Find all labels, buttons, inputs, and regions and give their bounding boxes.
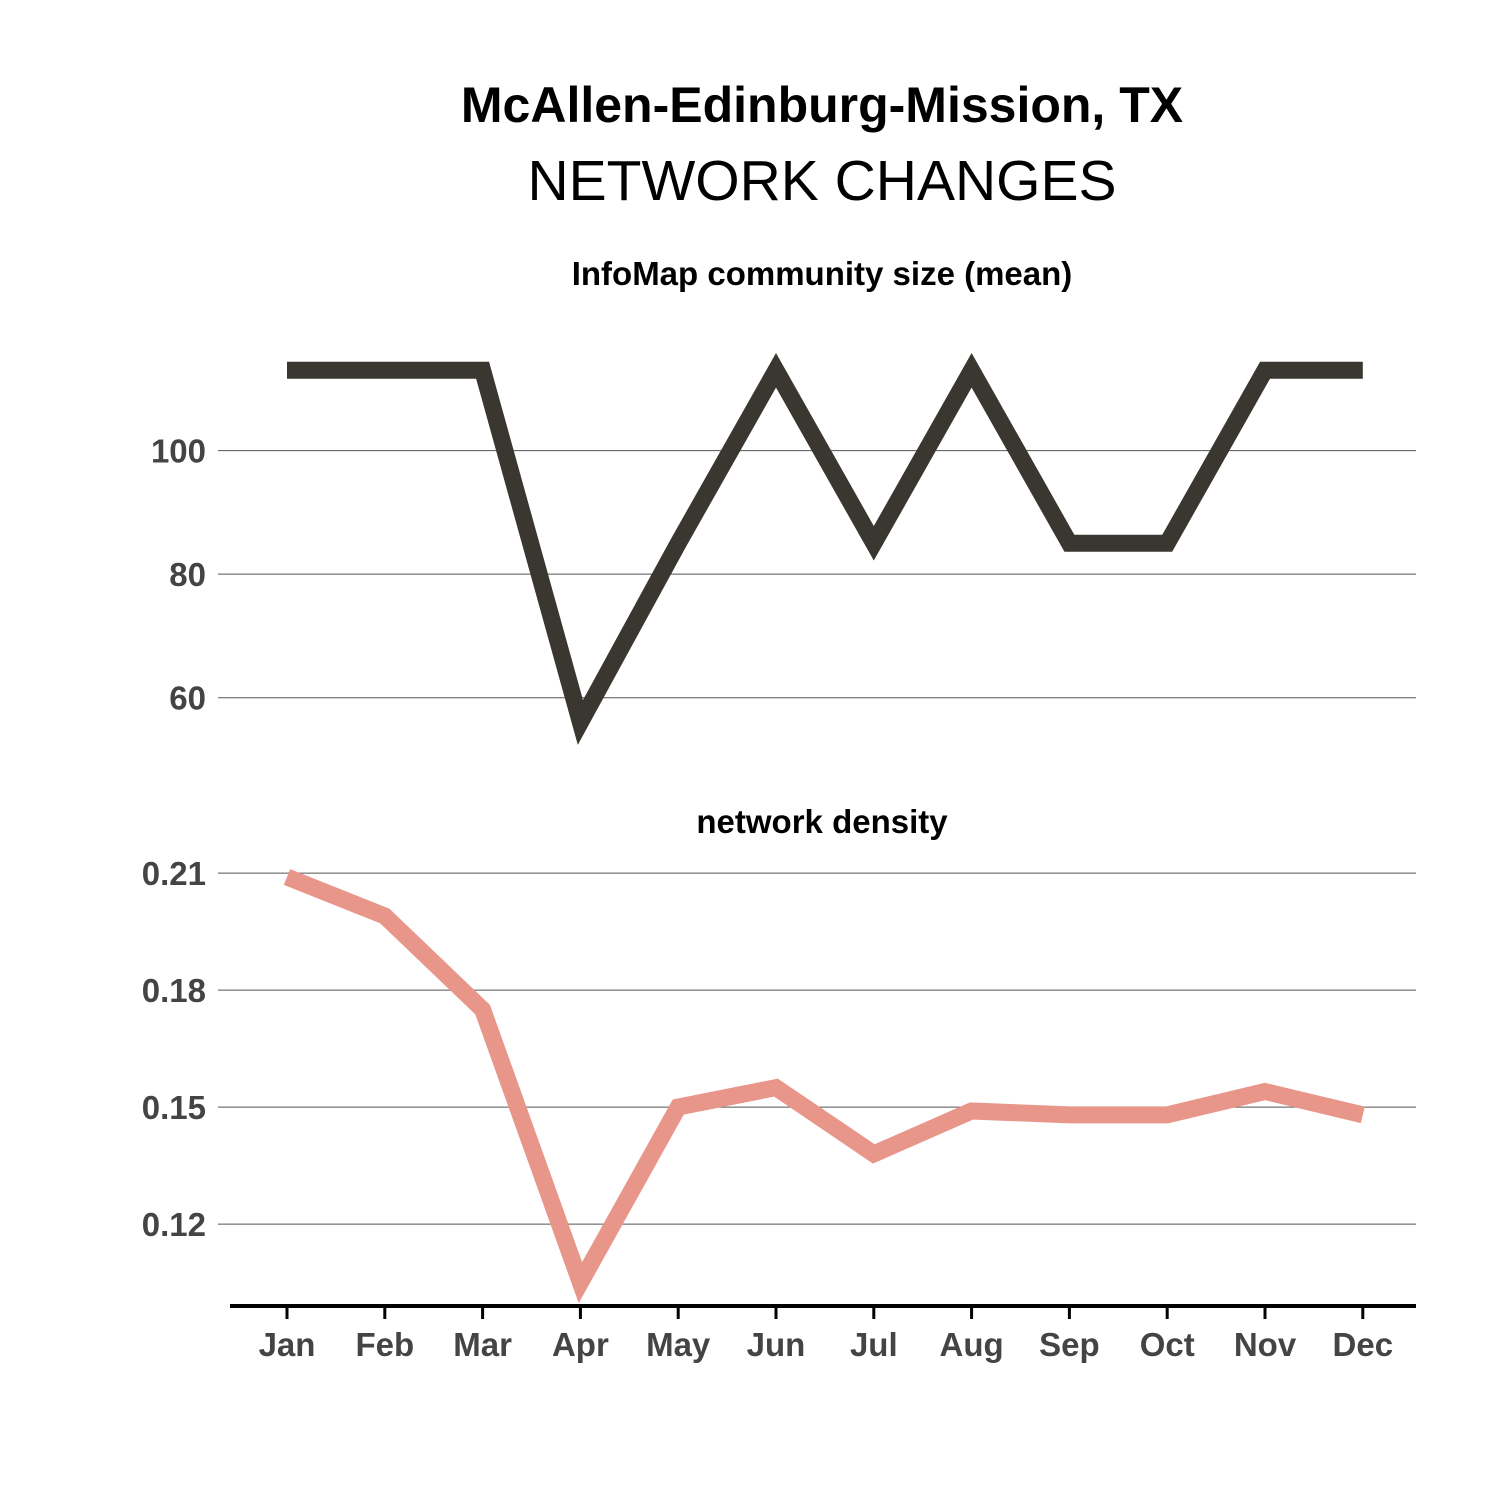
y-tick-label: 0.15 (142, 1089, 206, 1126)
x-tick-label: Oct (1140, 1326, 1195, 1363)
y-tick-label: 60 (169, 680, 206, 717)
y-tick-label: 0.21 (142, 855, 206, 892)
y-tick-label: 0.12 (142, 1206, 206, 1243)
panel-community-size: InfoMap community size (mean) 60 80 100 (151, 255, 1416, 745)
x-tick-label: Feb (355, 1326, 414, 1363)
x-tick-label: Jun (747, 1326, 806, 1363)
y-tick-label: 0.18 (142, 972, 206, 1009)
y-tick-label: 80 (169, 556, 206, 593)
series-line (283, 869, 1365, 1304)
x-tick-label: Nov (1234, 1326, 1297, 1363)
x-tick-label: Jan (259, 1326, 316, 1363)
x-tick-label: Sep (1039, 1326, 1100, 1363)
series-line (287, 353, 1363, 745)
x-tick-label: Jul (850, 1326, 898, 1363)
x-axis: Jan Feb Mar Apr May Jun Jul Aug Sep Oct Nov Dec (230, 1304, 1416, 1363)
y-tick-label: 100 (151, 433, 206, 470)
panel-title: network density (696, 803, 948, 840)
panel-title: InfoMap community size (mean) (572, 255, 1073, 292)
chart-title: McAllen-Edinburg-Mission, TX (461, 77, 1183, 133)
x-tick-label: May (646, 1326, 711, 1363)
x-tick-label: Dec (1333, 1326, 1394, 1363)
chart-subtitle: NETWORK CHANGES (527, 149, 1116, 213)
x-tick-label: Mar (453, 1326, 512, 1363)
x-tick-label: Aug (940, 1326, 1004, 1363)
x-tick-label: Apr (552, 1326, 609, 1363)
panel-network-density: network density 0.12 0.15 0.18 0.21 (142, 803, 1416, 1304)
